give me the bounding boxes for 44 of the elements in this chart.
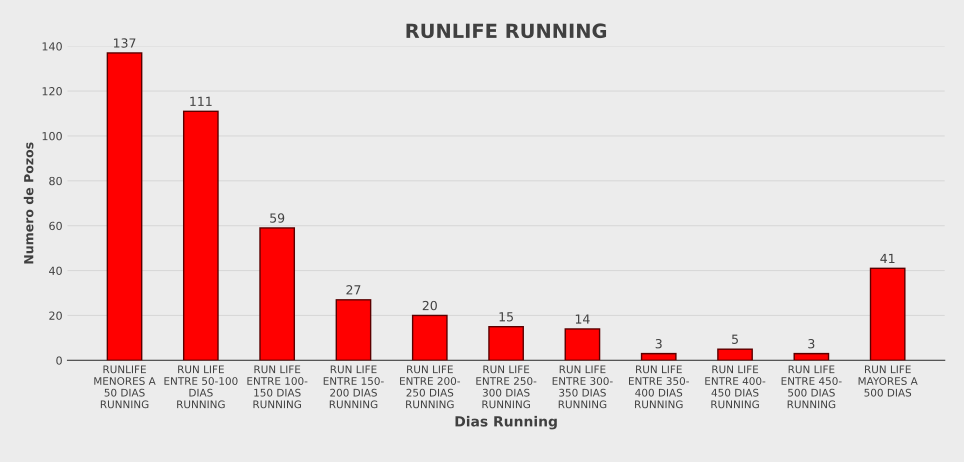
bar [412, 314, 448, 360]
bar [717, 348, 753, 360]
y-tick-label: 20 [49, 311, 62, 320]
bar [336, 299, 372, 360]
y-tick-label: 100 [42, 132, 62, 140]
x-tick-label: RUN LIFE MAYORES A 500 DIAS [858, 366, 918, 397]
bar [488, 326, 524, 360]
x-axis-title: Dias Running [456, 416, 557, 430]
data-label: 15 [500, 312, 513, 322]
data-label: 27 [346, 285, 360, 294]
data-label: 3 [656, 338, 662, 348]
x-tick-label: RUN LIFE ENTRE 350- 400 DIAS RUNNING [629, 366, 689, 408]
data-label: 59 [270, 213, 284, 223]
data-label: 111 [190, 96, 212, 106]
bar [106, 52, 142, 360]
bar [870, 268, 906, 360]
data-label: 3 [808, 338, 814, 348]
x-tick-label: RUNLIFE MENORES A 50 DIAS RUNNING [94, 366, 156, 408]
bar [793, 352, 830, 360]
bar [564, 328, 600, 360]
x-tick-label: RUN LIFE ENTRE 150- 200 DIAS RUNNING [324, 366, 384, 408]
bar [259, 227, 296, 360]
y-tick-label: 80 [49, 176, 62, 186]
y-tick-label: 0 [56, 356, 62, 365]
y-tick-label: 140 [42, 42, 62, 51]
x-tick-label: RUN LIFE ENTRE 200- 250 DIAS RUNNING [400, 366, 460, 408]
data-label: 20 [422, 300, 437, 310]
y-tick-label: 120 [42, 87, 62, 96]
y-tick-label: 60 [49, 222, 62, 230]
data-label: 14 [576, 314, 590, 324]
y-axis-title: Numero de Pozos [24, 142, 34, 264]
y-tick-label: 40 [49, 266, 62, 275]
data-label: 5 [732, 334, 738, 344]
x-tick-label: RUN LIFE ENTRE 400- 450 DIAS RUNNING [705, 366, 766, 408]
bar [182, 110, 219, 360]
x-tick-label: RUN LIFE ENTRE 100- 150 DIAS RUNNING [247, 366, 308, 408]
bar [640, 352, 677, 360]
chart-title: RUNLIFE RUNNING [406, 23, 606, 38]
x-tick-label: RUN LIFE ENTRE 50-100 DIAS RUNNING [164, 366, 238, 408]
data-label: 137 [114, 38, 136, 48]
x-tick-label: RUN LIFE ENTRE 450- 500 DIAS RUNNING [782, 366, 842, 408]
x-tick-label: RUN LIFE ENTRE 300- 350 DIAS RUNNING [552, 366, 613, 408]
x-tick-label: RUN LIFE ENTRE 250- 300 DIAS RUNNING [476, 366, 536, 408]
data-label: 41 [880, 254, 894, 263]
